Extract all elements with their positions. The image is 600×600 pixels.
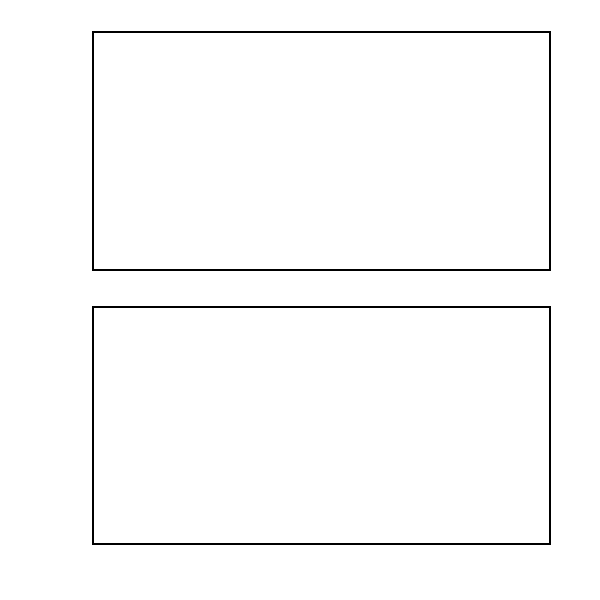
top-panel-zoom [92,31,551,271]
top-panel-frame [92,31,551,271]
bottom-panel-frame [92,306,551,545]
bottom-panel-full [92,306,551,545]
